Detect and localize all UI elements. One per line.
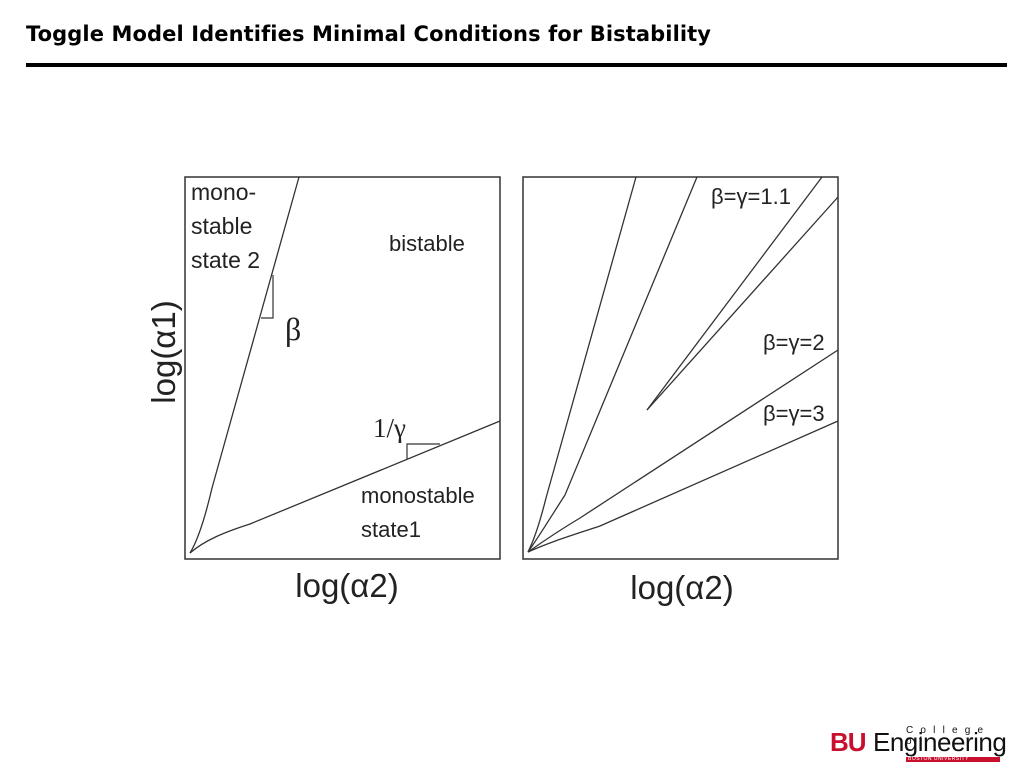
left-lower-boundary-curve [189, 420, 501, 554]
right-cusp-curve-upper [646, 176, 823, 411]
slope-triangle-lower [406, 443, 440, 459]
right-steep-curve-inner [527, 176, 698, 553]
logo-college-of-text: College of [906, 725, 991, 747]
region-bistable-label: bistable [389, 231, 465, 256]
slide-title: Toggle Model Identifies Minimal Conditio… [26, 22, 712, 46]
left-upper-boundary-curve [189, 176, 300, 554]
curve-label-beta-gamma-1-1: β=γ=1.1 [711, 184, 791, 209]
left-x-axis-label: log(α2) [295, 567, 398, 604]
left-panel-frame [184, 176, 501, 560]
region-mono-stable-state2-line1: mono- [191, 179, 256, 205]
region-mono-stable-state2-line2: stable [191, 213, 252, 239]
logo-bu-text: BU [830, 727, 867, 757]
y-axis-label: log(α1) [145, 300, 182, 403]
logo-red-bar [906, 757, 1000, 762]
logo-engineering-text: Engineering [873, 727, 1007, 757]
right-panel: β=γ=1.1 β=γ=2 β=γ=3 log(α2) [522, 176, 839, 606]
right-x-axis-label: log(α2) [630, 569, 733, 606]
bu-engineering-logo: BU Engineering College of BOSTON UNIVERS… [830, 725, 1016, 767]
title-rule [26, 63, 1007, 67]
curve-label-beta-gamma-3: β=γ=3 [763, 401, 825, 426]
logo-boston-university-text: BOSTON UNIVERSITY [908, 756, 969, 762]
right-shallow-curve-inner [527, 349, 839, 553]
region-monostable-state1-line2: state1 [361, 517, 421, 542]
curve-label-beta-gamma-2: β=γ=2 [763, 330, 825, 355]
right-steep-curve-outer [527, 176, 637, 553]
slope-triangle-upper [261, 275, 274, 319]
slope-beta-label: β [285, 311, 301, 347]
region-mono-stable-state2-line3: state 2 [191, 247, 260, 273]
right-shallow-curve-outer [527, 420, 839, 553]
right-panel-frame [522, 176, 839, 560]
region-monostable-state1-line1: monostable [361, 483, 475, 508]
left-panel: mono- stable state 2 bistable monostable… [145, 176, 501, 604]
slope-inverse-gamma-label: 1/γ [373, 413, 406, 443]
right-cusp-curve-lower [646, 196, 839, 411]
